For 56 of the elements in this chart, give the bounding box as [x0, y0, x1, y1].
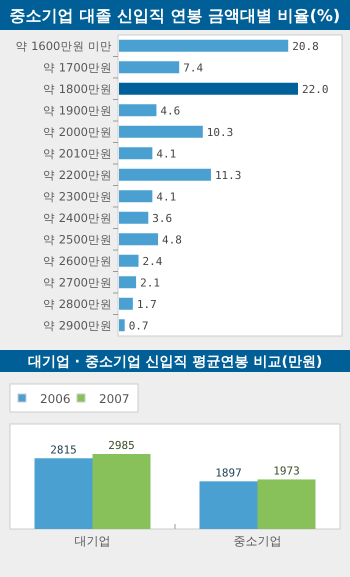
y-tick-label: 약 1900만원 — [43, 103, 112, 118]
y-tick-label: 약 2600만원 — [43, 254, 112, 268]
bar — [119, 319, 125, 332]
data-label: 4.1 — [156, 190, 176, 204]
bar — [119, 276, 136, 288]
bar — [119, 233, 158, 246]
y-tick-label: 약 2400만원 — [43, 210, 112, 225]
bar — [119, 104, 156, 116]
data-label: 0.7 — [128, 319, 149, 332]
bar — [119, 254, 139, 267]
bar — [92, 454, 150, 529]
data-label: 2985 — [108, 439, 135, 452]
data-label: 22.0 — [302, 82, 328, 96]
y-tick-label: 약 1800만원 — [43, 82, 112, 96]
bar — [200, 481, 258, 529]
data-label: 1973 — [273, 464, 300, 478]
legend-label: 2007 — [99, 392, 130, 406]
data-label: 4.1 — [156, 147, 176, 160]
data-label: 4.8 — [162, 233, 182, 246]
data-label: 11.3 — [214, 168, 242, 182]
data-label: 2.1 — [140, 276, 160, 290]
data-label: 1.7 — [136, 298, 157, 311]
bar — [34, 458, 92, 529]
bar — [119, 168, 211, 181]
y-tick-label: 약 1700만원 — [43, 60, 112, 74]
bar — [119, 61, 180, 74]
chart-title: 중소기업 대졸 신입직 연봉 금액대별 비율(%) — [10, 6, 340, 25]
y-tick-label: 약 2500만원 — [43, 232, 112, 246]
y-tick-label: 약 2010만원 — [43, 146, 112, 160]
data-label: 10.3 — [206, 126, 234, 139]
bar — [119, 147, 152, 160]
y-tick-label: 약 2300만원 — [43, 189, 112, 204]
data-label: 20.8 — [292, 40, 319, 53]
bar — [119, 298, 133, 310]
data-label: 1897 — [215, 466, 242, 480]
bar — [119, 82, 298, 95]
data-label: 2.4 — [142, 254, 163, 268]
x-tick-label: 중소기업 — [234, 534, 282, 548]
y-tick-label: 약 2200만원 — [43, 168, 112, 182]
data-label: 3.6 — [152, 212, 172, 225]
bar — [119, 40, 288, 52]
y-tick-label: 약 2700만원 — [43, 275, 112, 290]
y-tick-label: 약 2800만원 — [43, 296, 112, 311]
y-tick-label: 약 2900만원 — [43, 318, 112, 332]
bar — [119, 212, 148, 224]
bar — [119, 190, 152, 202]
y-tick-label: 약 2000만원 — [43, 124, 112, 139]
chart-title: 대기업 · 중소기업 신입직 평균연봉 비교(만원) — [28, 354, 322, 370]
data-label: 2815 — [50, 443, 77, 456]
data-label: 7.4 — [183, 61, 204, 74]
y-tick-label: 약 1600만원 미만 — [15, 38, 112, 53]
bar — [119, 126, 203, 138]
data-label: 4.6 — [160, 104, 180, 118]
bar — [258, 479, 316, 529]
legend-label: 2006 — [40, 392, 71, 406]
x-tick-label: 대기업 — [74, 534, 110, 548]
